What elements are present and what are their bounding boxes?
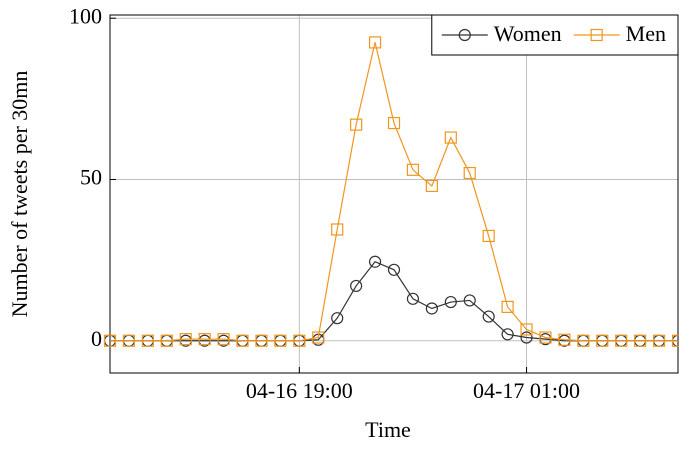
y-tick-label: 0 (91, 326, 102, 351)
legend: Women Men (432, 15, 678, 55)
plot-frame (110, 15, 678, 373)
legend-label: Men (626, 21, 666, 46)
x-tick-label: 04-16 19:00 (246, 378, 353, 403)
x-tick-label: 04-17 01:00 (473, 378, 580, 403)
x-axis-label: Time (365, 417, 411, 442)
y-axis-label: Number of tweets per 30mn (7, 71, 32, 318)
series (105, 256, 679, 346)
series-line (110, 262, 678, 341)
series-line (110, 42, 678, 340)
y-tick-label: 100 (69, 3, 102, 28)
legend-label: Women (494, 21, 562, 46)
y-tick-label: 50 (80, 165, 102, 190)
series (105, 37, 679, 346)
